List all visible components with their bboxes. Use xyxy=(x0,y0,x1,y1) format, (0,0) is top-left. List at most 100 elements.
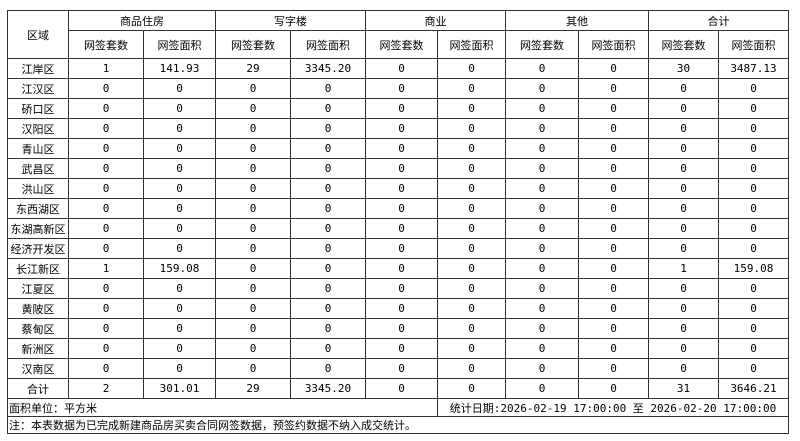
region-cell: 新洲区 xyxy=(7,338,69,359)
area-cell: 0 xyxy=(578,338,649,359)
count-cell: 0 xyxy=(68,178,144,199)
count-cell: 0 xyxy=(215,258,291,279)
group-header-commercial: 商业 xyxy=(365,10,506,31)
area-cell: 0 xyxy=(578,98,649,119)
count-cell: 0 xyxy=(648,178,719,199)
region-cell: 黄陂区 xyxy=(7,298,69,319)
table-row: 江夏区 0 0 0 0 0 0 0 0 0 0 xyxy=(7,278,789,299)
group-header-residential: 商品住房 xyxy=(68,10,216,31)
region-cell: 汉南区 xyxy=(7,358,69,379)
area-cell: 0 xyxy=(437,238,506,259)
region-cell: 江夏区 xyxy=(7,278,69,299)
table-row: 东西湖区 0 0 0 0 0 0 0 0 0 0 xyxy=(7,198,789,219)
count-cell: 0 xyxy=(365,238,438,259)
area-cell: 0 xyxy=(718,338,789,359)
subheader-count: 网签套数 xyxy=(215,30,291,59)
region-cell: 洪山区 xyxy=(7,178,69,199)
region-cell: 东湖高新区 xyxy=(7,218,69,239)
area-cell: 0 xyxy=(290,198,366,219)
table-row: 江岸区 1 141.93 29 3345.20 0 0 0 0 30 3487.13 xyxy=(7,58,789,79)
count-cell: 0 xyxy=(365,178,438,199)
count-cell: 0 xyxy=(365,198,438,219)
region-cell: 合计 xyxy=(7,378,69,399)
area-cell: 0 xyxy=(437,138,506,159)
area-cell: 0 xyxy=(290,178,366,199)
count-cell: 0 xyxy=(505,258,579,279)
region-cell: 经济开发区 xyxy=(7,238,69,259)
area-cell: 0 xyxy=(437,78,506,99)
table-row: 汉南区 0 0 0 0 0 0 0 0 0 0 xyxy=(7,358,789,379)
region-cell: 江岸区 xyxy=(7,58,69,79)
region-cell: 长江新区 xyxy=(7,258,69,279)
area-cell: 0 xyxy=(437,298,506,319)
count-cell: 0 xyxy=(215,218,291,239)
count-cell: 0 xyxy=(365,298,438,319)
area-cell: 0 xyxy=(143,278,216,299)
count-cell: 0 xyxy=(505,78,579,99)
area-cell: 0 xyxy=(578,218,649,239)
count-cell: 1 xyxy=(68,258,144,279)
count-cell: 0 xyxy=(648,138,719,159)
area-cell: 0 xyxy=(718,318,789,339)
count-cell: 0 xyxy=(215,158,291,179)
count-cell: 0 xyxy=(648,358,719,379)
count-cell: 0 xyxy=(648,198,719,219)
area-cell: 0 xyxy=(290,98,366,119)
area-cell: 0 xyxy=(437,98,506,119)
note-text: 注：本表数据为已完成新建商品房买卖合同网签数据，预签约数据不纳入成交统计。 xyxy=(7,416,789,434)
count-cell: 0 xyxy=(365,358,438,379)
area-cell: 0 xyxy=(143,118,216,139)
count-cell: 0 xyxy=(68,298,144,319)
header-row-groups: 区域 商品住房 写字楼 商业 其他 合计 xyxy=(7,10,789,59)
count-cell: 0 xyxy=(648,238,719,259)
count-cell: 0 xyxy=(215,298,291,319)
area-cell: 3345.20 xyxy=(290,378,366,399)
area-cell: 0 xyxy=(143,358,216,379)
area-cell: 0 xyxy=(143,218,216,239)
count-cell: 0 xyxy=(505,358,579,379)
count-cell: 1 xyxy=(68,58,144,79)
area-cell: 0 xyxy=(143,238,216,259)
area-cell: 0 xyxy=(437,178,506,199)
sales-statistics-table: 区域 商品住房 写字楼 商业 其他 合计 网签套数 网签面积 网签套数 网签面积 网签套… xyxy=(7,10,789,434)
area-cell: 301.01 xyxy=(143,378,216,399)
table-row: 硚口区 0 0 0 0 0 0 0 0 0 0 xyxy=(7,98,789,119)
count-cell: 0 xyxy=(648,278,719,299)
area-cell: 0 xyxy=(578,78,649,99)
count-cell: 0 xyxy=(68,218,144,239)
statistics-date-range: 统计日期:2026-02-19 17:00:00 至 2026-02-20 17… xyxy=(437,398,789,417)
area-cell: 0 xyxy=(578,318,649,339)
region-header: 区域 xyxy=(7,10,69,59)
subheader-area: 网签面积 xyxy=(290,30,366,59)
count-cell: 0 xyxy=(648,158,719,179)
area-cell: 0 xyxy=(143,158,216,179)
count-cell: 0 xyxy=(365,158,438,179)
count-cell: 29 xyxy=(215,378,291,399)
count-cell: 0 xyxy=(68,278,144,299)
area-cell: 0 xyxy=(143,318,216,339)
area-cell: 0 xyxy=(718,218,789,239)
count-cell: 31 xyxy=(648,378,719,399)
area-cell: 0 xyxy=(143,198,216,219)
area-cell: 0 xyxy=(718,78,789,99)
area-cell: 0 xyxy=(437,58,506,79)
region-cell: 东西湖区 xyxy=(7,198,69,219)
area-cell: 0 xyxy=(290,138,366,159)
note-row: 注：本表数据为已完成新建商品房买卖合同网签数据，预签约数据不纳入成交统计。 xyxy=(7,416,789,434)
area-cell: 0 xyxy=(143,138,216,159)
area-cell: 0 xyxy=(437,318,506,339)
subheader-count: 网签套数 xyxy=(505,30,579,59)
total-row: 合计 2 301.01 29 3345.20 0 0 0 0 31 3646.21 xyxy=(7,378,789,399)
area-cell: 0 xyxy=(437,198,506,219)
area-cell: 0 xyxy=(578,198,649,219)
area-cell: 3646.21 xyxy=(718,378,789,399)
footer-row: 面积单位：平方米 统计日期:2026-02-19 17:00:00 至 2026-… xyxy=(7,398,789,417)
count-cell: 0 xyxy=(505,158,579,179)
area-unit-label: 面积单位：平方米 xyxy=(7,398,438,417)
area-cell: 0 xyxy=(290,278,366,299)
area-cell: 0 xyxy=(578,298,649,319)
count-cell: 0 xyxy=(365,258,438,279)
count-cell: 0 xyxy=(215,278,291,299)
area-cell: 0 xyxy=(718,138,789,159)
area-cell: 0 xyxy=(437,358,506,379)
